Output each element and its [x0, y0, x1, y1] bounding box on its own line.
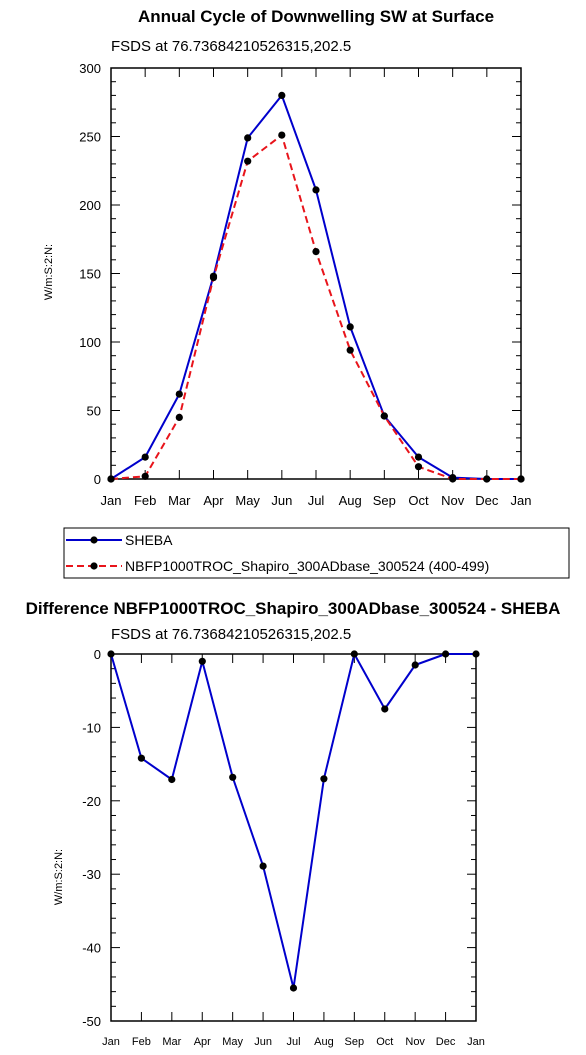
x-tick-label: Jul [286, 1036, 300, 1048]
x-tick-label: Apr [203, 493, 224, 508]
y-tick-label: -20 [82, 794, 101, 809]
x-tick-label: Dec [436, 1036, 456, 1048]
y-tick-label: -30 [82, 867, 101, 882]
chart2-title: Difference NBFP1000TROC_Shapiro_300ADbas… [26, 599, 561, 618]
data-point [483, 475, 491, 483]
data-point [411, 661, 419, 669]
data-point [289, 984, 298, 992]
data-point [346, 323, 354, 331]
chart1-x-tick-labels: Jan Feb Mar Apr May Jun Jul Aug Sep Oct Nov Dec Jan [101, 493, 532, 508]
data-point [414, 453, 423, 461]
y-tick-label: 0 [94, 647, 101, 662]
legend-label-model: NBFP1000TROC_Shapiro_300ADbase_300524 (4… [125, 558, 489, 574]
data-point [244, 157, 252, 165]
data-point [198, 657, 206, 665]
data-point [141, 453, 149, 461]
x-tick-label: Jan [101, 493, 122, 508]
x-tick-label: May [222, 1036, 243, 1048]
difference-chart: Difference NBFP1000TROC_Shapiro_300ADbas… [26, 599, 561, 1048]
x-tick-label: Jan [102, 1036, 120, 1048]
x-tick-label: Mar [162, 1036, 181, 1048]
y-tick-label: 250 [79, 130, 101, 145]
data-point [320, 775, 328, 783]
x-tick-label: Mar [168, 493, 191, 508]
y-tick-label: 150 [79, 267, 101, 282]
data-point [312, 248, 320, 256]
data-point [175, 413, 183, 421]
chart2-ticks [110, 653, 477, 1022]
x-tick-label: Feb [134, 493, 156, 508]
data-point [442, 650, 450, 658]
x-tick-label: Nov [441, 493, 465, 508]
y-tick-label: 50 [87, 404, 101, 419]
chart2-y-tick-labels: -50 -40 -30 -20 -10 0 [82, 647, 101, 1029]
x-tick-label: May [235, 493, 260, 508]
chart2-plot-frame [110, 653, 477, 1022]
x-tick-label: Jan [467, 1036, 485, 1048]
x-tick-label: Dec [475, 493, 499, 508]
chart2-x-tick-labels: Jan Feb Mar Apr May Jun Jul Aug Sep Oct Nov Dec Jan [102, 1036, 485, 1048]
data-point [107, 650, 115, 658]
y-tick-label: -40 [82, 941, 101, 956]
data-point [141, 472, 149, 480]
data-point [259, 862, 267, 870]
data-point [414, 463, 423, 471]
y-tick-label: 0 [94, 472, 101, 487]
x-tick-label: Sep [345, 1036, 365, 1048]
data-point [137, 754, 145, 762]
data-point [380, 412, 388, 420]
x-tick-label: Feb [132, 1036, 151, 1048]
data-point [517, 475, 525, 483]
data-point [107, 475, 115, 483]
legend-box [63, 527, 570, 579]
chart1-plot-frame [110, 67, 522, 480]
chart1-series [107, 91, 525, 483]
x-tick-label: Jun [271, 493, 292, 508]
x-tick-label: Aug [314, 1036, 334, 1048]
chart1-legend: SHEBA NBFP1000TROC_Shapiro_300ADbase_300… [63, 527, 570, 579]
data-point [381, 705, 389, 713]
data-point [350, 650, 358, 658]
data-point [229, 773, 237, 781]
y-tick-label: 300 [79, 61, 101, 76]
chart1-title: Annual Cycle of Downwelling SW at Surfac… [138, 7, 494, 26]
x-tick-label: Aug [339, 493, 362, 508]
legend-label-sheba: SHEBA [125, 532, 173, 548]
data-point [244, 134, 252, 142]
x-tick-label: Oct [376, 1036, 393, 1048]
data-point [472, 650, 480, 658]
chart1-subtitle: FSDS at 76.73684210526315,202.5 [111, 38, 351, 55]
chart1-ticks [110, 67, 522, 480]
y-tick-label: -10 [82, 720, 101, 735]
legend-marker-model [90, 562, 98, 570]
data-point [278, 91, 286, 99]
chart1-y-axis-label: W/m:S:2:N: [43, 244, 55, 300]
annual-cycle-chart: Annual Cycle of Downwelling SW at Surfac… [43, 7, 570, 579]
x-tick-label: Jul [308, 493, 325, 508]
x-tick-label: Jun [254, 1036, 272, 1048]
data-point [209, 274, 218, 282]
data-point [346, 346, 354, 354]
x-tick-label: Jan [511, 493, 532, 508]
data-point [312, 186, 320, 194]
data-point [278, 131, 286, 139]
legend-marker-sheba [90, 536, 98, 544]
chart1-y-tick-labels: 0 50 100 150 200 250 300 [79, 61, 101, 487]
series-line-0 [110, 94, 521, 480]
chart2-subtitle: FSDS at 76.73684210526315,202.5 [111, 626, 351, 643]
data-point [168, 775, 176, 784]
data-point [175, 390, 183, 398]
chart2-y-axis-label: W/m:S:2:N: [53, 849, 65, 905]
x-tick-label: Nov [405, 1036, 425, 1048]
x-tick-label: Sep [373, 493, 396, 508]
x-tick-label: Oct [408, 493, 429, 508]
y-tick-label: 100 [79, 335, 101, 350]
series-line-0 [110, 653, 476, 989]
y-tick-label: -50 [82, 1014, 101, 1029]
y-tick-label: 200 [79, 198, 101, 213]
chart2-series [107, 650, 480, 992]
data-point [449, 475, 457, 483]
x-tick-label: Apr [194, 1036, 211, 1048]
